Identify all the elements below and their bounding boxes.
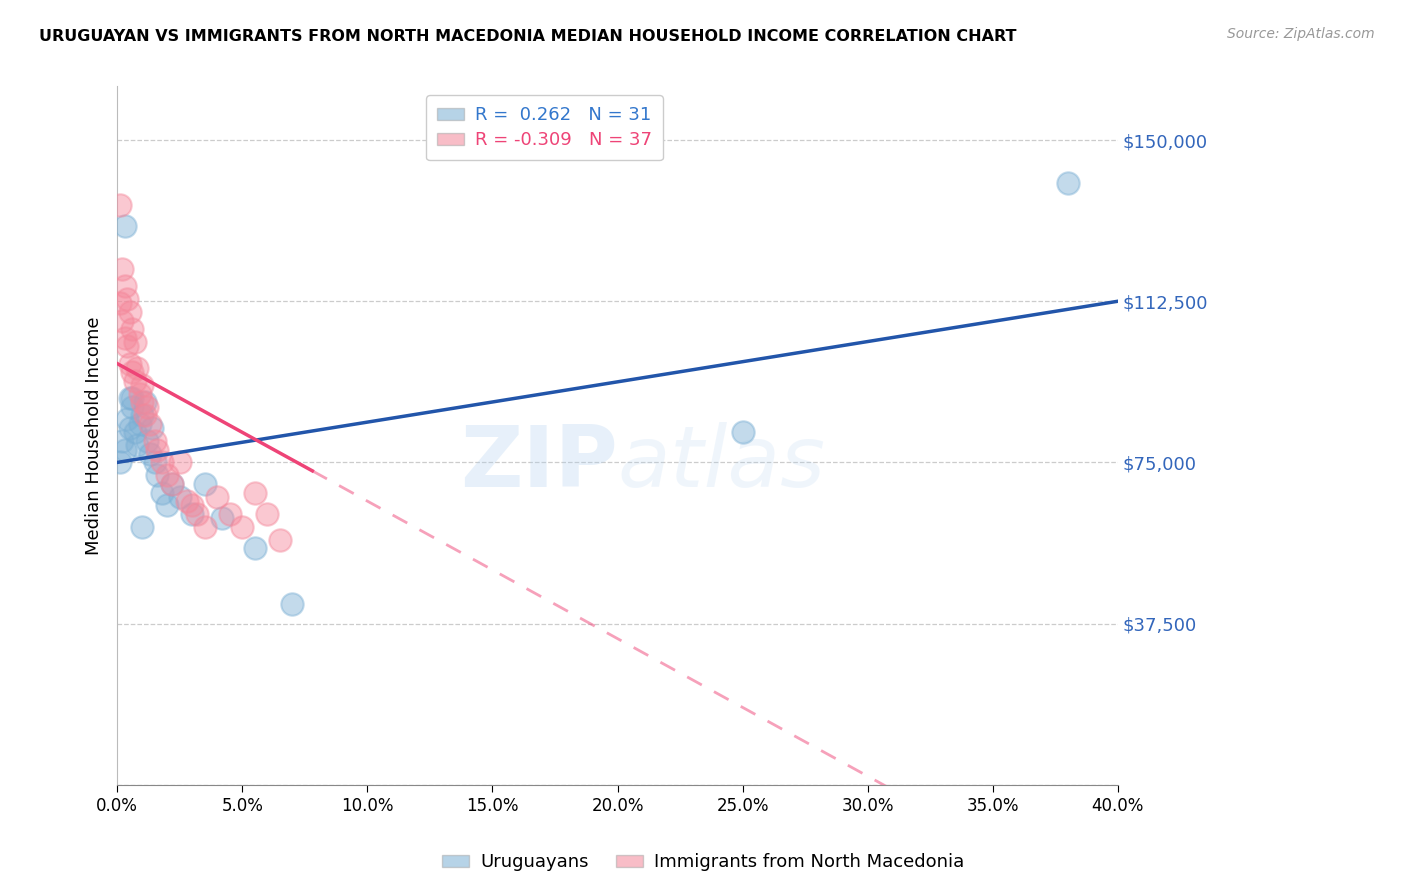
Point	[121, 391, 143, 405]
Point	[146, 468, 169, 483]
Point	[121, 365, 143, 379]
Point	[256, 507, 278, 521]
Point	[111, 313, 134, 327]
Legend: Uruguayans, Immigrants from North Macedonia: Uruguayans, Immigrants from North Macedo…	[434, 847, 972, 879]
Point	[121, 400, 143, 414]
Point	[156, 499, 179, 513]
Point	[207, 490, 229, 504]
Point	[194, 520, 217, 534]
Point	[156, 468, 179, 483]
Point	[218, 507, 240, 521]
Point	[124, 374, 146, 388]
Point	[124, 334, 146, 349]
Point	[146, 442, 169, 457]
Point	[150, 485, 173, 500]
Point	[127, 360, 149, 375]
Text: atlas: atlas	[617, 422, 825, 505]
Point	[150, 455, 173, 469]
Point	[118, 391, 141, 405]
Point	[131, 378, 153, 392]
Point	[108, 296, 131, 310]
Point	[269, 533, 291, 547]
Point	[1056, 176, 1078, 190]
Point	[128, 386, 150, 401]
Point	[118, 357, 141, 371]
Point	[115, 292, 138, 306]
Point	[160, 476, 183, 491]
Point	[108, 455, 131, 469]
Point	[136, 400, 159, 414]
Point	[115, 339, 138, 353]
Point	[181, 499, 204, 513]
Point	[111, 434, 134, 448]
Point	[131, 395, 153, 409]
Point	[194, 476, 217, 491]
Point	[141, 421, 163, 435]
Y-axis label: Median Household Income: Median Household Income	[86, 317, 103, 555]
Point	[114, 442, 136, 457]
Point	[114, 219, 136, 233]
Point	[136, 434, 159, 448]
Point	[114, 331, 136, 345]
Point	[131, 520, 153, 534]
Point	[186, 507, 208, 521]
Point	[127, 438, 149, 452]
Point	[128, 417, 150, 431]
Point	[731, 425, 754, 440]
Text: URUGUAYAN VS IMMIGRANTS FROM NORTH MACEDONIA MEDIAN HOUSEHOLD INCOME CORRELATION: URUGUAYAN VS IMMIGRANTS FROM NORTH MACED…	[39, 29, 1017, 44]
Point	[169, 455, 191, 469]
Point	[121, 322, 143, 336]
Text: ZIP: ZIP	[460, 422, 617, 505]
Point	[181, 507, 204, 521]
Point	[118, 305, 141, 319]
Point	[281, 597, 304, 611]
Point	[115, 412, 138, 426]
Point	[138, 417, 160, 431]
Point	[134, 408, 156, 422]
Point	[211, 511, 233, 525]
Point	[243, 485, 266, 500]
Point	[134, 395, 156, 409]
Point	[108, 197, 131, 211]
Point	[143, 434, 166, 448]
Legend: R =  0.262   N = 31, R = -0.309   N = 37: R = 0.262 N = 31, R = -0.309 N = 37	[426, 95, 664, 161]
Point	[111, 262, 134, 277]
Point	[131, 408, 153, 422]
Point	[243, 541, 266, 556]
Point	[138, 447, 160, 461]
Point	[114, 279, 136, 293]
Point	[169, 490, 191, 504]
Point	[176, 494, 198, 508]
Point	[160, 476, 183, 491]
Point	[124, 425, 146, 440]
Point	[118, 421, 141, 435]
Point	[143, 455, 166, 469]
Point	[231, 520, 253, 534]
Text: Source: ZipAtlas.com: Source: ZipAtlas.com	[1227, 27, 1375, 41]
